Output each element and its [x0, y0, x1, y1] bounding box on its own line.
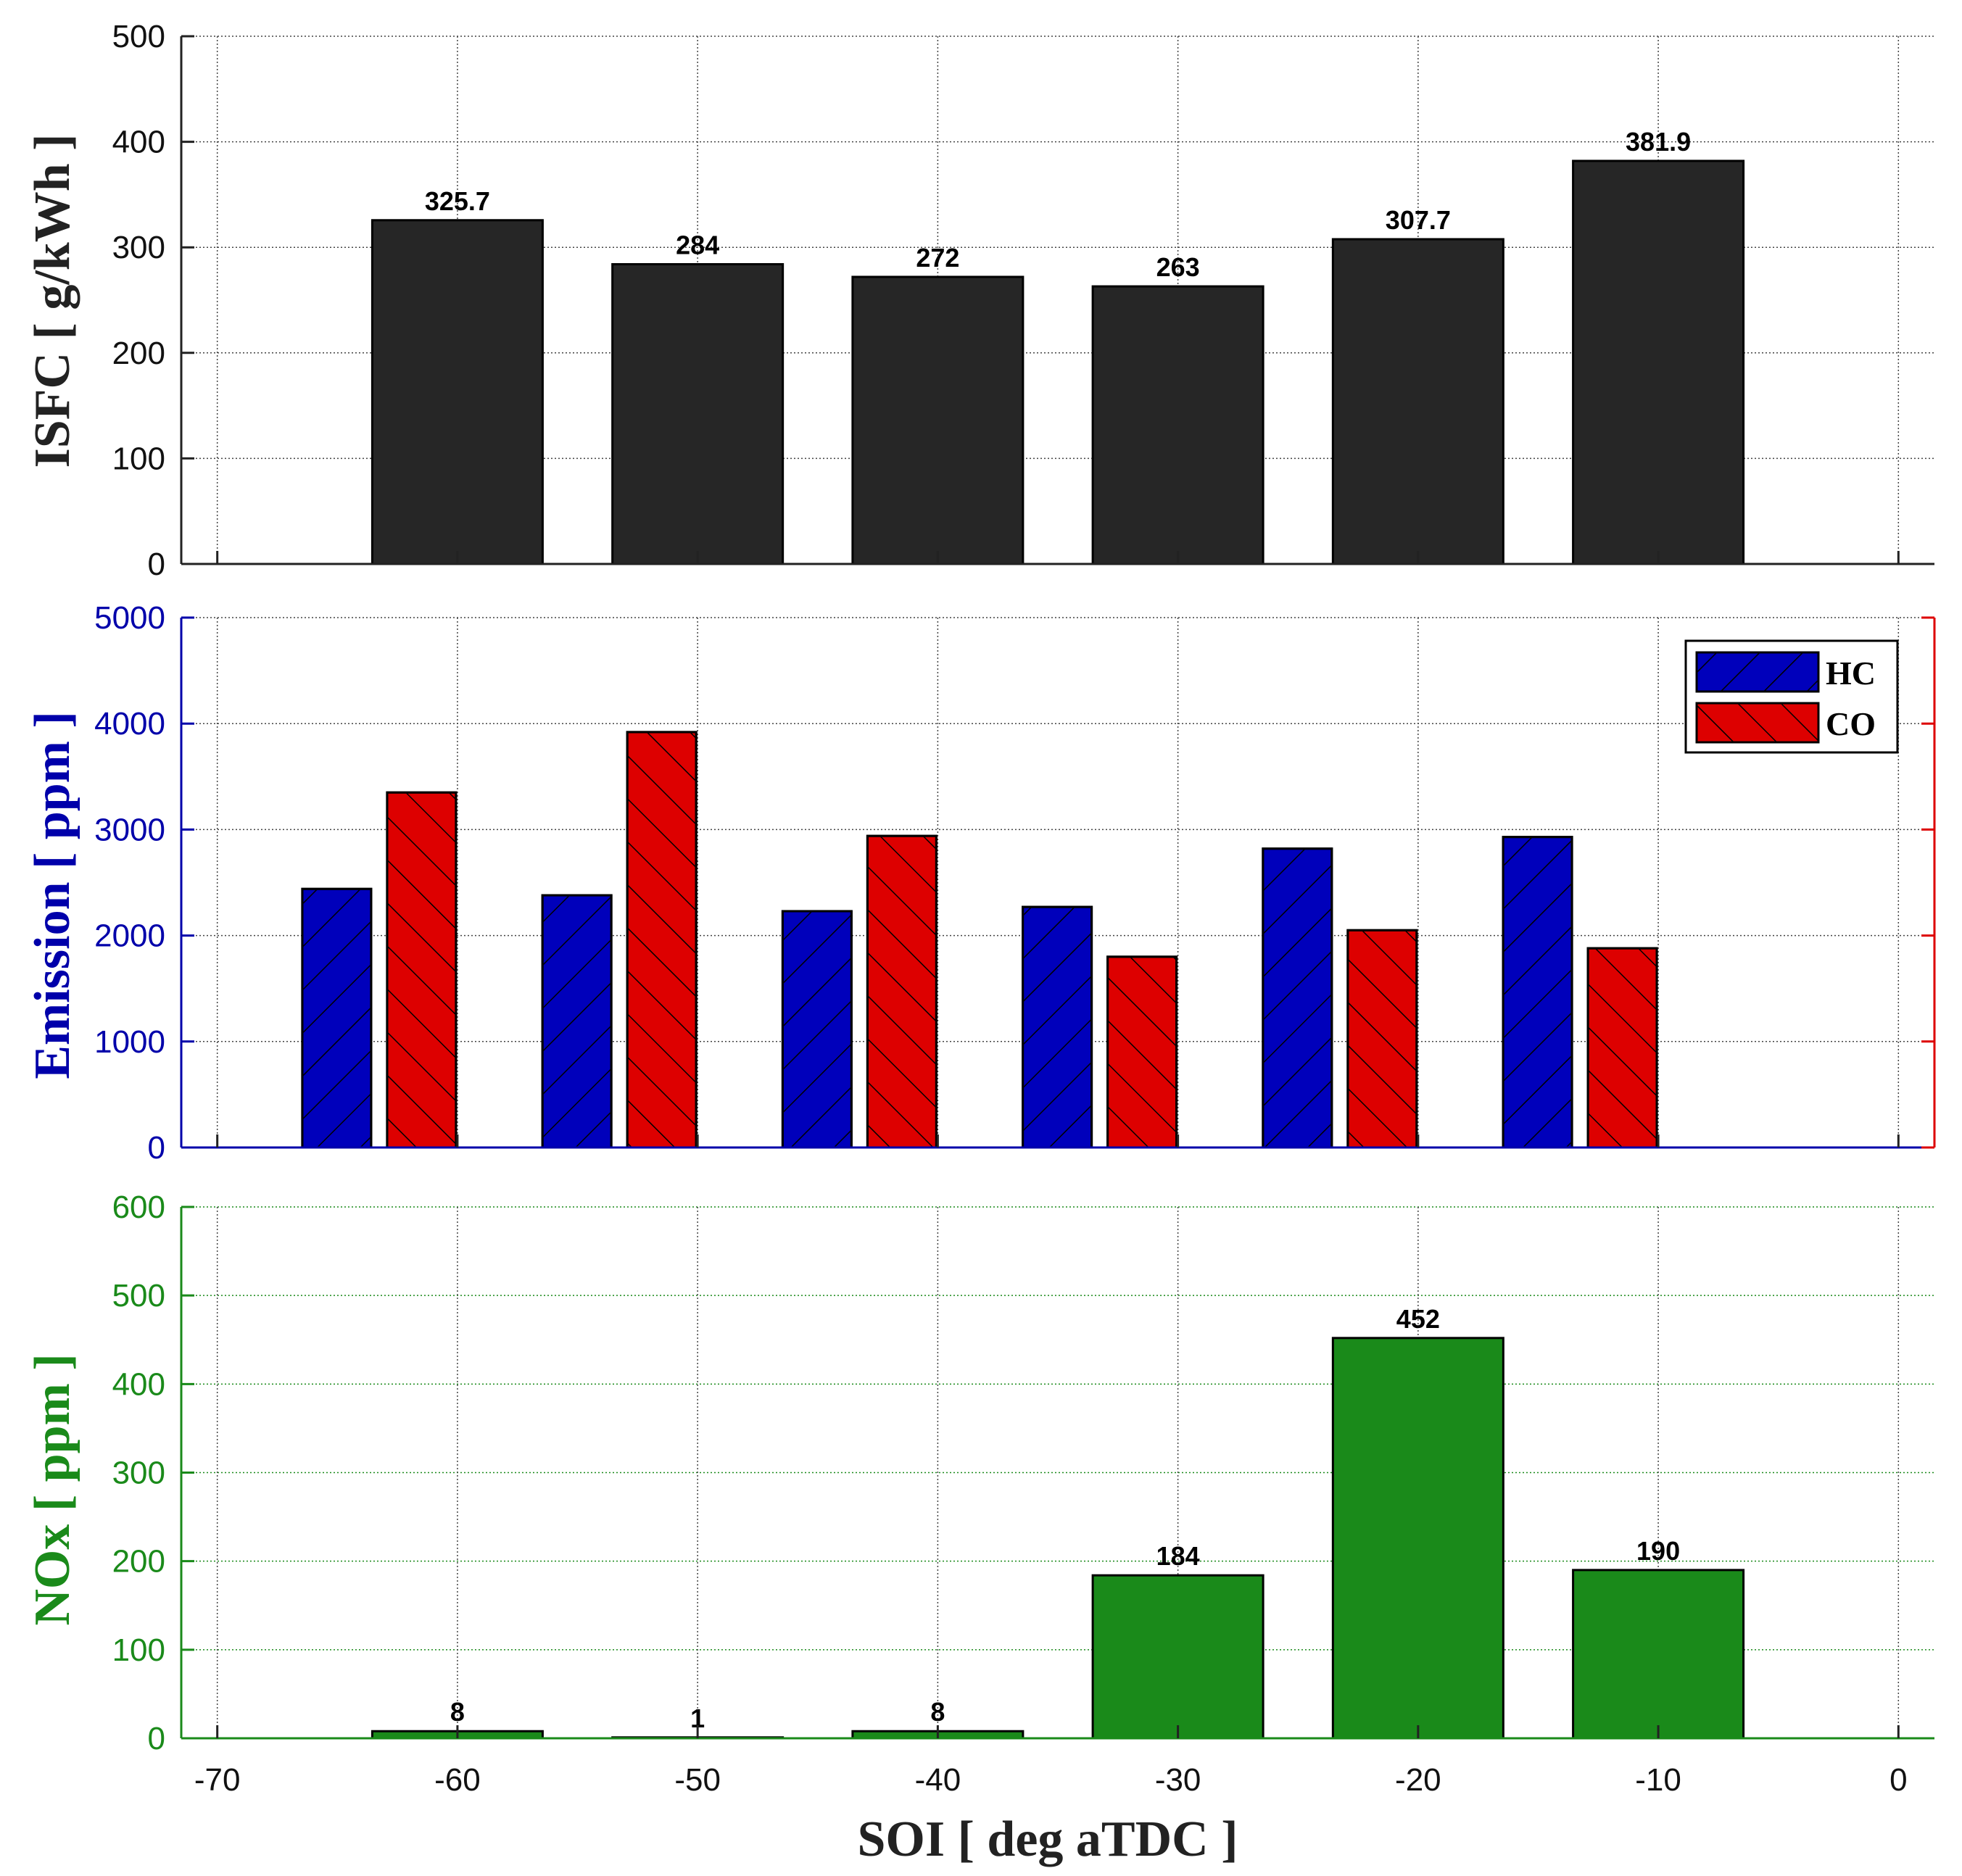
isfc-y-tick-labels: 0 100 200 300 400 500	[112, 19, 165, 582]
isfc-value-label: 307.7	[1386, 205, 1451, 235]
nox-axes	[180, 1205, 1934, 1740]
isfc-value-label: 325.7	[425, 186, 490, 216]
isfc-y-tick-label: 400	[112, 125, 165, 160]
legend-hc-label: HC	[1826, 655, 1876, 692]
em-y-tick-label: 0	[148, 1130, 165, 1166]
isfc-bar	[611, 262, 785, 565]
em-y-tick-label: 2000	[94, 918, 165, 954]
nox-value-label: 8	[450, 1697, 465, 1727]
hc-bar-hatch	[781, 910, 853, 1149]
isfc-value-label: 284	[676, 230, 719, 260]
nox-panel: 8 1 8 184 452 190 0 100 200 300 400 500 600 NOx [ p…	[25, 1190, 1934, 1756]
co-bar-hatch	[626, 731, 698, 1149]
isfc-y-axis-label: ISFC [ g/kWh ]	[25, 134, 80, 468]
isfc-bar	[1331, 238, 1504, 565]
isfc-value-label: 272	[916, 243, 959, 273]
nox-y-axis-label: NOx [ ppm ]	[25, 1353, 80, 1625]
nox-y-tick-labels: 0 100 200 300 400 500 600	[112, 1190, 165, 1756]
x-tick-label: -10	[1635, 1762, 1681, 1798]
nox-y-tick-label: 300	[112, 1456, 165, 1491]
x-tick-label: -30	[1155, 1762, 1201, 1798]
hc-bar-hatch	[1502, 836, 1573, 1149]
nox-bar	[1331, 1337, 1504, 1740]
nox-y-tick-label: 500	[112, 1278, 165, 1313]
isfc-value-label: 381.9	[1626, 127, 1691, 157]
emission-y-axis-label: Emission [ ppm ]	[25, 711, 80, 1079]
co-bar-hatch	[1586, 947, 1658, 1149]
isfc-y-tick-label: 300	[112, 230, 165, 265]
x-tick-label: -60	[434, 1762, 481, 1798]
isfc-y-tick-label: 200	[112, 336, 165, 371]
legend: HC CO	[1684, 639, 1899, 754]
x-tick-label: -20	[1395, 1762, 1441, 1798]
nox-bar	[1572, 1569, 1745, 1740]
x-tick-labels: -70 -60 -50 -40 -30 -20 -10 0	[194, 1762, 1908, 1798]
co-bar-hatch	[1346, 929, 1418, 1149]
x-tick-label: -40	[915, 1762, 961, 1798]
co-bar-hatch	[386, 791, 458, 1149]
hc-bar-hatch	[301, 887, 373, 1149]
nox-value-label: 452	[1396, 1304, 1440, 1334]
nox-y-tick-label: 200	[112, 1544, 165, 1580]
isfc-y-tick-label: 100	[112, 441, 165, 476]
em-y-tick-label: 5000	[94, 600, 165, 636]
em-y-tick-label: 3000	[94, 812, 165, 847]
isfc-bar	[851, 275, 1025, 565]
emission-panel: 0 1000 2000 3000 4000 5000 Emission [ ppm ] H…	[25, 600, 1936, 1166]
nox-value-label: 1	[690, 1703, 705, 1733]
x-tick-label: -50	[674, 1762, 721, 1798]
emission-bars	[301, 731, 1658, 1149]
legend-co-label: CO	[1826, 705, 1876, 742]
legend-co-hatch	[1695, 702, 1820, 744]
x-axis-label: SOI [ deg aTDC ]	[857, 1811, 1238, 1867]
isfc-y-tick-label: 0	[148, 547, 165, 582]
emission-y-tick-labels: 0 1000 2000 3000 4000 5000	[94, 600, 165, 1166]
co-bar-hatch	[866, 834, 937, 1149]
nox-y-tick-label: 100	[112, 1632, 165, 1668]
isfc-bar	[1091, 285, 1264, 565]
nox-y-tick-label: 0	[148, 1721, 165, 1756]
nox-bar	[1091, 1574, 1264, 1740]
hc-bar-hatch	[1262, 847, 1333, 1149]
nox-value-label: 190	[1636, 1536, 1680, 1566]
isfc-value-labels: 325.7 284 272 263 307.7 381.9	[425, 127, 1691, 282]
x-tick-label: -70	[194, 1762, 241, 1798]
nox-bars	[371, 1337, 1745, 1740]
nox-value-labels: 8 1 8 184 452 190	[450, 1304, 1680, 1733]
isfc-panel: 325.7 284 272 263 307.7 381.9 0 100 200 300 400 50…	[25, 19, 1934, 582]
em-y-tick-label: 4000	[94, 706, 165, 742]
isfc-bar	[371, 219, 544, 565]
legend-hc-hatch	[1695, 651, 1820, 693]
nox-y-tick-label: 400	[112, 1366, 165, 1402]
em-y-tick-label: 1000	[94, 1024, 165, 1060]
nox-y-tick-label: 600	[112, 1190, 165, 1225]
isfc-y-tick-label: 500	[112, 19, 165, 54]
isfc-bar	[1572, 159, 1745, 565]
isfc-axes	[180, 35, 1934, 565]
nox-value-label: 184	[1156, 1541, 1200, 1571]
nox-value-label: 8	[930, 1697, 945, 1727]
isfc-value-label: 263	[1156, 252, 1200, 282]
co-bar-hatch	[1106, 955, 1178, 1149]
isfc-bars	[371, 159, 1745, 565]
hc-bar-hatch	[1022, 905, 1093, 1149]
emission-axes	[180, 616, 1936, 1149]
x-tick-label: 0	[1889, 1762, 1907, 1798]
hc-bar-hatch	[541, 894, 613, 1149]
